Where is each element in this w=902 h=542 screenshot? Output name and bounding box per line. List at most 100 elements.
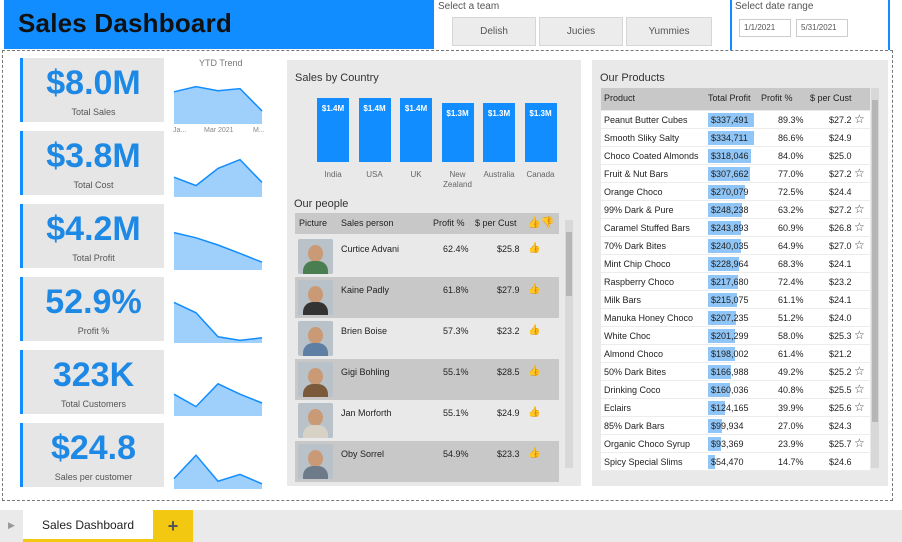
star-icon: ☆ <box>854 202 865 216</box>
person-row[interactable]: Brien Boise 57.3% $23.2 👍 <box>295 318 559 359</box>
person-row[interactable]: Gigi Bohling 55.1% $28.5 👍 <box>295 359 559 400</box>
ytd-x-label-end: M... <box>253 127 265 134</box>
product-row[interactable]: 70% Dark Bites $240,035 64.9% $27.0 ☆ <box>601 237 870 255</box>
date-filter-label: Select date range <box>735 1 814 12</box>
product-per-cust: $25.5 <box>829 385 852 395</box>
bar-data-label: $1.3M <box>446 108 469 118</box>
product-row[interactable]: Raspberry Choco $217,680 72.4% $23.2 <box>601 273 870 291</box>
profit-data-bar <box>708 437 721 451</box>
products-table-header: Product Total Profit Profit % $ per Cust <box>601 88 870 110</box>
product-total-profit: $198,002 <box>711 349 749 359</box>
product-per-cust: $24.9 <box>829 133 852 143</box>
country-bar[interactable]: $1.3M <box>441 102 474 162</box>
product-name: 85% Dark Bars <box>604 421 665 431</box>
bar-data-label: $1.4M <box>404 104 428 113</box>
product-row[interactable]: 50% Dark Bites $166,988 49.2% $25.2 ☆ <box>601 363 870 381</box>
products-scroll-thumb[interactable] <box>872 100 878 422</box>
star-icon: ☆ <box>854 364 865 378</box>
people-scrollbar[interactable] <box>565 220 573 468</box>
product-row[interactable]: Smooth Sliky Salty $334,711 86.6% $24.9 <box>601 129 870 147</box>
product-name: Almond Choco <box>604 349 664 359</box>
product-row[interactable]: White Choc $201,299 58.0% $25.3 ☆ <box>601 327 870 345</box>
col-per-cust[interactable]: $ per Cust <box>475 218 517 228</box>
date-end-input[interactable]: 5/31/2021 <box>796 19 848 37</box>
avatar-body <box>303 261 328 274</box>
product-total-profit: $243,893 <box>711 223 749 233</box>
team-option-jucies[interactable]: Jucies <box>539 17 623 46</box>
tab-sales-dashboard[interactable]: Sales Dashboard <box>23 510 153 542</box>
country-bar[interactable]: $1.3M <box>483 102 515 162</box>
product-row[interactable]: Almond Choco $198,002 61.4% $21.2 <box>601 345 870 363</box>
bar-data-label: $1.3M <box>487 108 511 118</box>
ytd-area <box>174 232 262 270</box>
product-row[interactable]: Mint Chip Choco $228,964 68.3% $24.1 <box>601 255 870 273</box>
country-bar[interactable]: $1.4M <box>317 98 349 162</box>
col-picture[interactable]: Picture <box>299 218 328 228</box>
product-row[interactable]: Choco Coated Almonds $318,046 84.0% $25.0 <box>601 147 870 165</box>
team-option-delish[interactable]: Delish <box>452 17 536 46</box>
star-icon: ☆ <box>854 436 865 450</box>
tab-scroll-left-icon[interactable]: ▶ <box>8 520 15 530</box>
title-banner: Sales Dashboard <box>4 0 434 49</box>
person-row[interactable]: Curtice Advani 62.4% $25.8 👍 <box>295 236 559 277</box>
ytd-area <box>174 159 262 197</box>
avatar-body <box>303 425 328 438</box>
team-option-yummies[interactable]: Yummies <box>626 17 712 46</box>
col-per-cust[interactable]: $ per Cust <box>810 93 852 103</box>
country-bar[interactable]: $1.3M <box>524 102 557 162</box>
product-profit-pct: 61.4% <box>778 349 804 359</box>
product-total-profit: $318,046 <box>711 151 749 161</box>
avatar-face <box>308 245 323 262</box>
product-row[interactable]: Milk Bars $215,075 61.1% $24.1 <box>601 291 870 309</box>
sales-by-country-title: Sales by Country <box>295 72 379 84</box>
product-per-cust: $25.0 <box>829 151 852 161</box>
person-row[interactable]: Jan Morforth 55.1% $24.9 👍 <box>295 400 559 441</box>
product-row[interactable]: Manuka Honey Choco $207,235 51.2% $24.0 <box>601 309 870 327</box>
col-profit-pct[interactable]: Profit % <box>433 218 465 228</box>
star-icon: ☆ <box>854 328 865 342</box>
country-bar[interactable]: $1.4M <box>400 98 432 162</box>
product-row[interactable]: Organic Choco Syrup $93,369 23.9% $25.7 ☆ <box>601 435 870 453</box>
col-total-profit[interactable]: Total Profit <box>708 93 751 103</box>
people-scroll-thumb[interactable] <box>566 232 572 296</box>
product-per-cust: $26.8 <box>829 223 852 233</box>
product-profit-pct: 68.3% <box>778 259 804 269</box>
kpi-value: $8.0M <box>46 64 141 102</box>
add-page-button[interactable]: + <box>153 510 193 542</box>
product-per-cust: $23.2 <box>829 277 852 287</box>
profit-data-bar <box>708 419 722 433</box>
product-row[interactable]: Caramel Stuffed Bars $243,893 60.9% $26.8 ☆ <box>601 219 870 237</box>
col-sales-person[interactable]: Sales person <box>341 218 394 228</box>
person-profit-pct: 55.1% <box>443 367 469 377</box>
product-total-profit: $307,662 <box>711 169 749 179</box>
product-row[interactable]: Drinking Coco $160,036 40.8% $25.5 ☆ <box>601 381 870 399</box>
person-row[interactable]: Kaine Padly 61.8% $27.9 👍 <box>295 277 559 318</box>
profit-data-bar <box>708 203 742 217</box>
product-per-cust: $27.2 <box>829 205 852 215</box>
product-row[interactable]: Spicy Special Slims $54,470 14.7% $24.6 <box>601 453 870 471</box>
col-profit-pct[interactable]: Profit % <box>761 93 793 103</box>
ytd-trend-title: YTD Trend <box>199 58 243 68</box>
kpi-label: Profit % <box>77 326 110 336</box>
bar-category-label: Canada <box>526 170 555 179</box>
products-title: Our Products <box>600 72 665 84</box>
person-avatar <box>298 321 333 356</box>
person-row[interactable]: Oby Sorrel 54.9% $23.3 👍 <box>295 441 559 482</box>
product-per-cust: $24.6 <box>829 457 852 467</box>
product-row[interactable]: Peanut Butter Cubes $337,491 89.3% $27.2 ☆ <box>601 111 870 129</box>
date-start-input[interactable]: 1/1/2021 <box>739 19 791 37</box>
product-row[interactable]: Orange Choco $270,079 72.5% $24.4 <box>601 183 870 201</box>
product-row[interactable]: 85% Dark Bars $99,934 27.0% $24.3 <box>601 417 870 435</box>
col-product[interactable]: Product <box>604 93 636 103</box>
country-bar[interactable]: $1.4M <box>358 98 391 162</box>
ytd-sparkline <box>173 382 263 416</box>
product-total-profit: $160,036 <box>711 385 749 395</box>
bar-category-label: UK <box>410 170 422 179</box>
product-total-profit: $270,079 <box>711 187 749 197</box>
product-row[interactable]: Eclairs $124,165 39.9% $25.6 ☆ <box>601 399 870 417</box>
col-thumbs-icon[interactable]: 👍👎 <box>527 217 555 229</box>
product-row[interactable]: Fruit & Nut Bars $307,662 77.0% $27.2 ☆ <box>601 165 870 183</box>
product-per-cust: $25.6 <box>829 403 852 413</box>
product-total-profit: $337,491 <box>711 115 749 125</box>
product-row[interactable]: 99% Dark & Pure $248,238 63.2% $27.2 ☆ <box>601 201 870 219</box>
